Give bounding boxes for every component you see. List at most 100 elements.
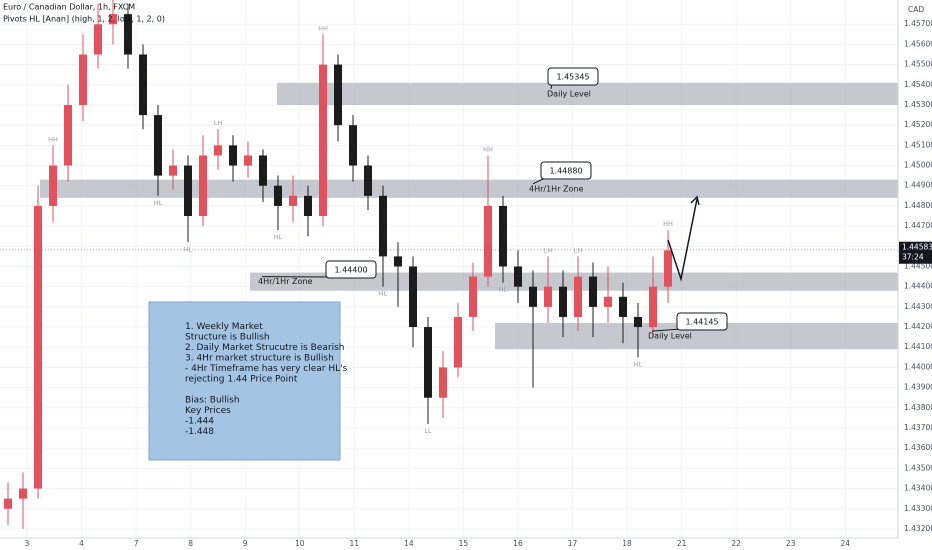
callout-price: 1.44400: [334, 266, 367, 275]
candle-body: [469, 276, 477, 317]
candle-body: [394, 256, 402, 267]
x-tick-label: 4: [79, 539, 84, 548]
candle-body: [199, 155, 207, 217]
pivot-label: HL: [634, 360, 643, 368]
note-line: Key Prices: [185, 406, 231, 416]
candle-body: [604, 296, 612, 307]
note-box: [148, 301, 341, 461]
y-tick-label: 1.44400: [904, 282, 932, 291]
note-line: Bias: Bullish: [185, 396, 240, 406]
candle-body: [529, 286, 537, 307]
pivot-label: HL: [154, 199, 163, 207]
x-tick-label: 11: [350, 539, 360, 548]
note-line: 1. Weekly Market: [185, 322, 263, 332]
candle-body: [484, 205, 492, 277]
callout-box: [325, 260, 377, 279]
candle-body: [454, 316, 462, 368]
candle-body: [184, 165, 192, 217]
candle-body: [64, 104, 72, 166]
candle-body: [349, 125, 357, 166]
y-tick-label: 1.44700: [904, 221, 932, 230]
pivot-label: HL: [499, 286, 508, 294]
candle-body: [319, 64, 327, 217]
x-tick-label: 15: [459, 539, 469, 548]
callout-price: 1.45345: [556, 73, 589, 82]
x-tick-label: 22: [731, 539, 741, 548]
pivot-label: HL: [379, 290, 388, 298]
y-tick-label: 1.43800: [904, 403, 932, 412]
y-tick-label: 1.43400: [904, 484, 932, 493]
candle-body: [574, 276, 582, 317]
projection-arrow: [667, 198, 698, 282]
y-tick-label: 1.44200: [904, 322, 932, 331]
pivot-label: HH: [318, 24, 328, 32]
x-tick-label: 3: [25, 539, 30, 548]
note-line: -1.444: [185, 417, 214, 427]
candle-body: [544, 286, 552, 307]
zone: [277, 82, 898, 105]
note-line: rejecting 1.44 Price Point: [185, 375, 298, 385]
candle-body: [49, 165, 57, 206]
candle-body: [244, 155, 252, 166]
y-tick-label: 1.45500: [904, 60, 932, 69]
candle-body: [289, 195, 297, 206]
zone-label: 4Hr/1Hr Zone: [529, 184, 583, 193]
zone-label: Daily Level: [648, 332, 692, 341]
candle-body: [229, 145, 237, 166]
candle-body: [439, 367, 447, 398]
candle-body: [4, 498, 12, 509]
note-line: 3. 4Hr market structure is Bullish: [185, 354, 334, 364]
pivot-label: LL: [424, 427, 432, 435]
callout-price: 1.44880: [549, 167, 582, 176]
indicator-label: Pivots HL [Anan] (high, 1, 2, low, 1, 2,…: [3, 15, 165, 24]
pivot-label: LH: [214, 119, 223, 127]
candle-body: [79, 54, 87, 105]
y-tick-label: 1.45600: [904, 39, 932, 48]
y-tick-label: 1.45200: [904, 120, 932, 129]
pivot-label: HH: [48, 135, 58, 143]
x-tick-label: 16: [513, 539, 523, 548]
pivot-label: HH: [93, 0, 103, 2]
callout-box: [676, 312, 728, 331]
y-tick-label: 1.45100: [904, 140, 932, 149]
x-tick-label: 24: [840, 539, 850, 548]
current-price-label: 1.44583: [902, 243, 932, 252]
candle-body: [664, 250, 672, 287]
candle-body: [34, 205, 42, 489]
note-line: Structure is Bullish: [185, 333, 270, 343]
candle-body: [109, 14, 117, 25]
candle-body: [214, 145, 222, 156]
y-tick-label: 1.43900: [904, 383, 932, 392]
x-tick-label: 8: [188, 539, 193, 548]
currency-label: CAD: [908, 5, 924, 14]
y-tick-label: 1.44800: [904, 201, 932, 210]
candle-body: [94, 24, 102, 55]
x-tick-label: 18: [622, 539, 632, 548]
zone-label: Daily Level: [547, 89, 591, 98]
candle-body: [139, 54, 147, 116]
pivot-label: HH: [483, 145, 493, 153]
price-tag: [899, 241, 932, 264]
candle-body: [589, 276, 597, 307]
candle-body: [634, 316, 642, 328]
candle-body: [649, 286, 657, 328]
candle-body: [154, 115, 162, 176]
zone-label: 4Hr/1Hr Zone: [258, 277, 312, 286]
candle-body: [499, 205, 507, 267]
y-tick-label: 1.44900: [904, 181, 932, 190]
candle-body: [124, 14, 132, 55]
candle-body: [169, 165, 177, 176]
x-tick-label: 21: [677, 539, 687, 548]
x-tick-label: 7: [134, 539, 139, 548]
y-tick-label: 1.45700: [904, 19, 932, 28]
callout-box: [540, 161, 592, 180]
callout-line: [651, 328, 682, 332]
pivot-label: LH: [544, 246, 553, 254]
x-tick-label: 23: [786, 539, 796, 548]
candle-body: [19, 488, 27, 499]
note-line: - 4Hr Timeframe has very clear HL's: [185, 364, 348, 374]
candle-body: [364, 165, 372, 196]
pivot-label: HH: [663, 220, 673, 228]
y-tick-label: 1.44000: [904, 362, 932, 371]
candle-body: [424, 327, 432, 398]
